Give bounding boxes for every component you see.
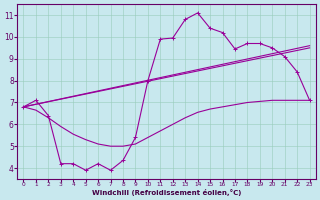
X-axis label: Windchill (Refroidissement éolien,°C): Windchill (Refroidissement éolien,°C) bbox=[92, 189, 241, 196]
